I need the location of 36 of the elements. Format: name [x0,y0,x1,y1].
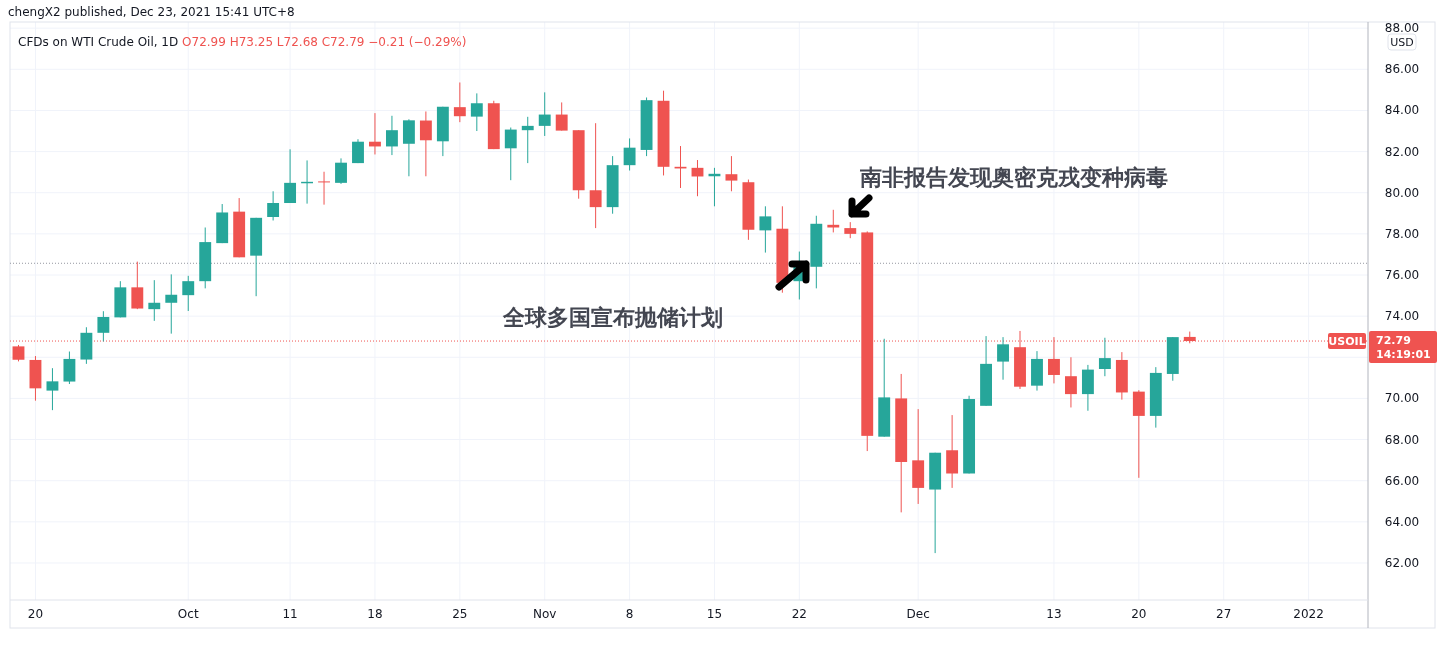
y-tick-label: 82.00 [1384,144,1420,159]
x-tick-label: 8 [625,607,634,621]
x-tick-label: Nov [533,607,557,621]
x-tick-label: 27 [1216,607,1232,621]
text: 14:19:01 [1376,348,1431,362]
text: O72.99 H73.25 L72.68 C72.79 −0.21 (−0.29%) [182,35,467,49]
y-axis-title: USD [1390,36,1414,49]
annotation: 全球多国宣布抛储计划 [502,305,723,330]
x-tick-label: 11 [282,607,298,621]
y-tick-label: 88.00 [1384,21,1420,36]
x-tick-label: Dec [906,607,930,621]
y-tick-label: 76.00 [1384,268,1420,282]
y-tick-label: 80.00 [1384,185,1420,200]
x-tick-label: 13 [1046,607,1062,621]
y-tick-label: 86.00 [1384,62,1420,77]
x-tick-label: 15 [706,607,723,621]
x-tick-label: 25 [452,607,468,621]
x-tick-label: 20 [27,607,44,621]
ref-line-label: USOIL [1328,335,1366,349]
text: chengX2 published, Dec 23, 2021 15:41 UTC+8 [8,5,295,19]
y-tick-label: 68.00 [1384,432,1420,447]
text: 72.79 [1376,334,1411,348]
x-tick-label: 22 [791,607,807,621]
x-tick-label: Oct [177,607,199,621]
y-tick-label: 74.00 [1384,309,1420,324]
x-tick-label: 20 [1131,607,1147,621]
y-tick-label: 64.00 [1384,514,1420,529]
y-tick-label: 84.00 [1384,103,1420,118]
y-tick-label: 70.00 [1384,391,1420,406]
x-tick-label: 2022 [1293,607,1324,621]
y-tick-label: 66.00 [1384,473,1420,488]
y-tick-label: 62.00 [1384,555,1420,570]
y-tick-label: 78.00 [1384,226,1420,241]
text: CFDs on WTI Crude Oil, 1D [18,35,183,49]
annotation: 南非报告发现奥密克戎变种病毒 [859,165,1168,190]
x-tick-label: 18 [367,607,383,621]
